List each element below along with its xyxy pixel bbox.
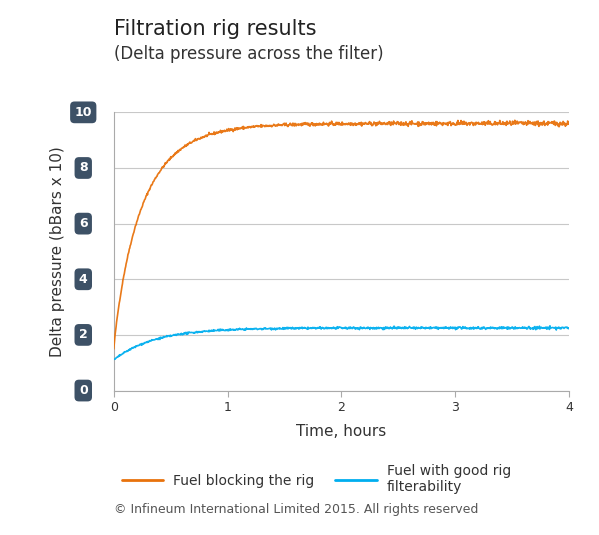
Text: © Infineum International Limited 2015. All rights reserved: © Infineum International Limited 2015. A… <box>114 503 478 516</box>
Text: 0: 0 <box>79 384 87 397</box>
Text: 6: 6 <box>79 217 87 230</box>
X-axis label: Time, hours: Time, hours <box>297 424 386 439</box>
Y-axis label: Delta pressure (bBars x 10): Delta pressure (bBars x 10) <box>50 146 65 357</box>
Legend: Fuel blocking the rig, Fuel with good rig
filterability: Fuel blocking the rig, Fuel with good ri… <box>116 458 516 500</box>
Text: Filtration rig results: Filtration rig results <box>114 19 316 39</box>
Text: 10: 10 <box>74 106 92 119</box>
Text: 8: 8 <box>79 162 87 174</box>
Text: 4: 4 <box>79 273 87 286</box>
Text: (Delta pressure across the filter): (Delta pressure across the filter) <box>114 45 383 64</box>
Text: 2: 2 <box>79 328 87 341</box>
